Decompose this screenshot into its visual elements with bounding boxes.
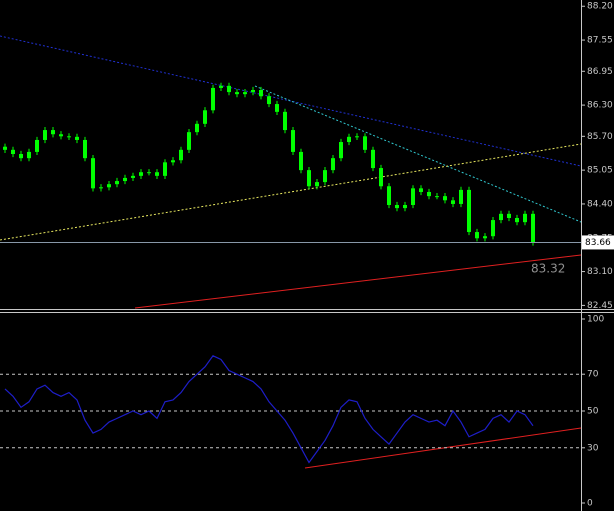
candle-body	[211, 87, 215, 111]
candle-body	[483, 236, 487, 239]
y-tick-label: 50	[587, 407, 599, 417]
candle-body	[59, 134, 63, 137]
y-tick-label: 88.20	[587, 2, 613, 12]
y-tick-label: 84.40	[587, 199, 613, 209]
candle-body	[131, 175, 135, 178]
candle-body	[411, 188, 415, 205]
candle-body	[531, 213, 535, 243]
trend-line	[134, 254, 582, 309]
candle-body	[467, 189, 471, 233]
candle-body	[227, 85, 231, 93]
candle-body	[195, 123, 199, 133]
candle-body	[323, 170, 327, 183]
candle-body	[427, 191, 431, 197]
y-tick-label: 86.30	[587, 101, 613, 111]
candle-body	[435, 196, 439, 198]
y-tick-label: 0	[587, 499, 593, 509]
candle-body	[515, 217, 519, 223]
y-tick-label: 82.45	[587, 301, 613, 311]
trend-line	[0, 35, 582, 167]
current-price-label: 83.66	[585, 238, 611, 248]
candle-body	[139, 172, 143, 176]
candle-body	[259, 90, 263, 97]
candle-body	[203, 110, 207, 124]
candle-body	[475, 232, 479, 239]
candle-body	[171, 160, 175, 163]
candle-body	[443, 196, 447, 201]
candle-body	[43, 130, 47, 140]
candle-body	[155, 172, 159, 176]
candle-body	[251, 90, 255, 93]
candle-body	[123, 177, 127, 182]
candle-body	[299, 151, 303, 171]
y-tick-label: 70	[587, 370, 599, 380]
candle-body	[491, 220, 495, 237]
trend-line	[254, 85, 582, 223]
candle-body	[179, 149, 183, 161]
candle-body	[27, 151, 31, 159]
rsi-line	[4, 355, 534, 464]
y-tick-label: 86.95	[587, 67, 613, 77]
candle-body	[387, 186, 391, 205]
y-tick-label: 85.05	[587, 166, 613, 176]
candle-body	[291, 130, 295, 152]
candle-body	[379, 168, 383, 187]
candle-body	[147, 172, 151, 174]
candle-body	[275, 104, 279, 112]
candle-body	[235, 92, 239, 95]
candle-body	[507, 213, 511, 218]
candle-body	[91, 158, 95, 189]
candle-body	[267, 96, 271, 105]
candle-body	[419, 188, 423, 192]
candle-body	[283, 111, 287, 131]
candle-body	[219, 85, 223, 88]
candle-body	[163, 162, 167, 176]
price-annotation: 83.32	[531, 262, 565, 276]
trend-line	[304, 427, 582, 469]
candle-body	[315, 182, 319, 187]
y-tick-label: 83.10	[587, 267, 613, 277]
candle-body	[19, 154, 23, 159]
candle-body	[83, 139, 87, 159]
candle-body	[51, 130, 55, 135]
candle-body	[115, 181, 119, 185]
candle-body	[451, 200, 455, 204]
current-price-box	[582, 235, 614, 250]
candle-body	[363, 136, 367, 150]
candle-body	[403, 204, 407, 209]
y-tick-label: 85.70	[587, 132, 613, 142]
candle-body	[35, 139, 39, 152]
candle-body	[339, 142, 343, 159]
candle-body	[3, 146, 7, 150]
candle-body	[355, 136, 359, 138]
y-tick-label: 30	[587, 443, 599, 453]
candle-body	[307, 170, 311, 187]
candle-body	[243, 92, 247, 95]
y-tick-label: 87.55	[587, 36, 613, 46]
candle-body	[347, 136, 351, 143]
candle-body	[523, 213, 527, 223]
y-tick-label: 100	[587, 315, 604, 325]
candle-body	[11, 149, 15, 154]
candle-body	[499, 213, 503, 221]
candle-body	[107, 184, 111, 188]
candle-body	[331, 158, 335, 171]
candle-body	[67, 136, 71, 138]
candle-body	[459, 189, 463, 204]
candle-body	[395, 204, 399, 209]
candle-body	[187, 132, 191, 150]
candle-body	[371, 149, 375, 169]
candle-body	[75, 136, 79, 140]
candle-body	[99, 187, 103, 189]
